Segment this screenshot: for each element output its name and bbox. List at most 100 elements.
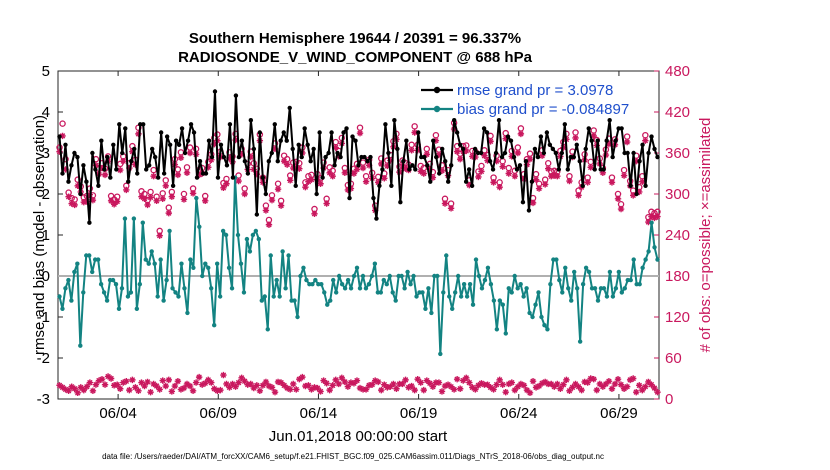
obs-assimilated-marker xyxy=(144,201,151,209)
rmse-point xyxy=(553,150,559,156)
obs-possible-low-marker xyxy=(314,384,321,392)
obs-assimilated-marker xyxy=(311,210,318,218)
bias-point xyxy=(637,282,642,287)
obs-possible-low-marker xyxy=(617,381,625,388)
obs-possible-low-marker xyxy=(135,387,142,394)
obs-assimilated-marker xyxy=(250,166,257,173)
obs-assimilated-marker xyxy=(98,164,106,172)
rmse-point xyxy=(422,154,427,160)
obs-possible-marker xyxy=(74,176,81,183)
bias-series xyxy=(57,175,660,357)
bias-point xyxy=(583,265,589,270)
rmse-point xyxy=(146,163,152,168)
obs-assimilated-marker xyxy=(356,129,364,137)
x-tick-label: 06/09 xyxy=(199,405,237,422)
obs-assimilated-marker xyxy=(362,178,370,185)
bias-point xyxy=(450,306,455,311)
bias-point xyxy=(179,261,184,266)
obs-assimilated-marker xyxy=(65,193,72,200)
obs-possible-low-marker xyxy=(107,375,115,382)
bias-point xyxy=(191,265,196,270)
chart-title: Southern Hemisphere 19644 / 20391 = 96.3… xyxy=(189,30,521,47)
obs-possible-low-marker xyxy=(89,387,97,394)
obs-possible-low-marker xyxy=(159,377,166,384)
obs-assimilated-marker xyxy=(180,196,188,203)
bias-point xyxy=(345,277,351,283)
rmse-point xyxy=(577,159,582,164)
bias-point xyxy=(336,273,342,279)
obs-possible-low-marker xyxy=(299,373,306,381)
rmse-point xyxy=(266,159,271,164)
rmse-point xyxy=(176,142,182,147)
bias-point xyxy=(325,302,330,307)
rmse-point xyxy=(290,146,295,152)
obs-assimilated-marker xyxy=(475,173,482,181)
bias-point xyxy=(119,286,125,291)
bias-point xyxy=(369,273,375,279)
bias-point xyxy=(185,310,190,316)
left-tick-label: -2 xyxy=(37,350,50,367)
rmse-point xyxy=(185,138,191,143)
bias-point xyxy=(220,228,226,234)
obs-possible-low-marker xyxy=(557,385,564,392)
rmse-point xyxy=(102,167,107,172)
obs-assimilated-marker xyxy=(110,201,118,208)
obs-assimilated-marker xyxy=(411,129,418,136)
rmse-point xyxy=(643,183,648,188)
bias-point xyxy=(607,269,613,275)
rmse-point xyxy=(227,122,233,127)
obs-assimilated-marker xyxy=(56,148,63,155)
bias-point xyxy=(387,273,392,279)
rmse-point xyxy=(194,175,200,180)
bias-point xyxy=(420,290,425,295)
rmse-point xyxy=(505,134,511,139)
obs-possible-low-marker xyxy=(575,383,582,390)
obs-possible-low-marker xyxy=(611,380,619,388)
obs-assimilated-marker xyxy=(517,130,525,138)
left-tick-label: 0 xyxy=(42,268,50,285)
bias-point xyxy=(655,257,660,262)
obs-assimilated-marker xyxy=(271,145,279,153)
obs-possible-low-marker xyxy=(472,386,479,393)
rmse-point xyxy=(111,142,116,147)
rmse-point xyxy=(493,150,499,156)
obs-possible-low-marker xyxy=(183,380,191,388)
rmse-point xyxy=(583,146,588,152)
obs-assimilated-marker xyxy=(353,166,361,173)
bias-point xyxy=(113,282,119,287)
bias-point xyxy=(402,286,407,291)
obs-assimilated-marker xyxy=(630,192,637,199)
obs-possible-low-marker xyxy=(189,387,197,394)
obs-assimilated-marker xyxy=(359,164,367,172)
bias-point xyxy=(277,294,282,299)
obs-possible-low-marker xyxy=(645,378,652,386)
left-tick-label: 5 xyxy=(42,63,50,80)
rmse-point xyxy=(236,154,242,160)
obs-assimilated-marker xyxy=(323,200,330,207)
obs-assimilated-marker xyxy=(186,149,194,157)
bias-point xyxy=(339,282,345,287)
obs-assimilated-marker xyxy=(208,156,215,164)
bias-point xyxy=(241,290,247,295)
obs-assimilated-marker xyxy=(435,151,443,159)
rmse-point xyxy=(404,138,409,143)
rmse-point xyxy=(251,146,257,152)
bias-point xyxy=(265,327,270,332)
obs-assimilated-marker xyxy=(226,155,233,162)
obs-assimilated-marker xyxy=(274,186,282,193)
obs-possible-low-marker xyxy=(238,374,245,382)
right-tick-label: 240 xyxy=(665,227,690,244)
rmse-point xyxy=(344,126,349,131)
bias-point xyxy=(253,228,259,234)
bias-point xyxy=(363,286,369,291)
obs-possible-low-marker xyxy=(405,384,412,391)
obs-possible-low-marker xyxy=(626,376,634,384)
obs-possible-low-marker xyxy=(593,386,600,394)
obs-possible-low-marker xyxy=(426,380,434,387)
obs-possible-low-marker xyxy=(150,380,157,388)
obs-assimilated-marker xyxy=(68,200,75,207)
obs-possible-low-marker xyxy=(651,384,658,392)
obs-possible-low-marker xyxy=(65,387,72,394)
rmse-point xyxy=(601,167,606,172)
obs-possible-low-marker xyxy=(205,376,212,384)
